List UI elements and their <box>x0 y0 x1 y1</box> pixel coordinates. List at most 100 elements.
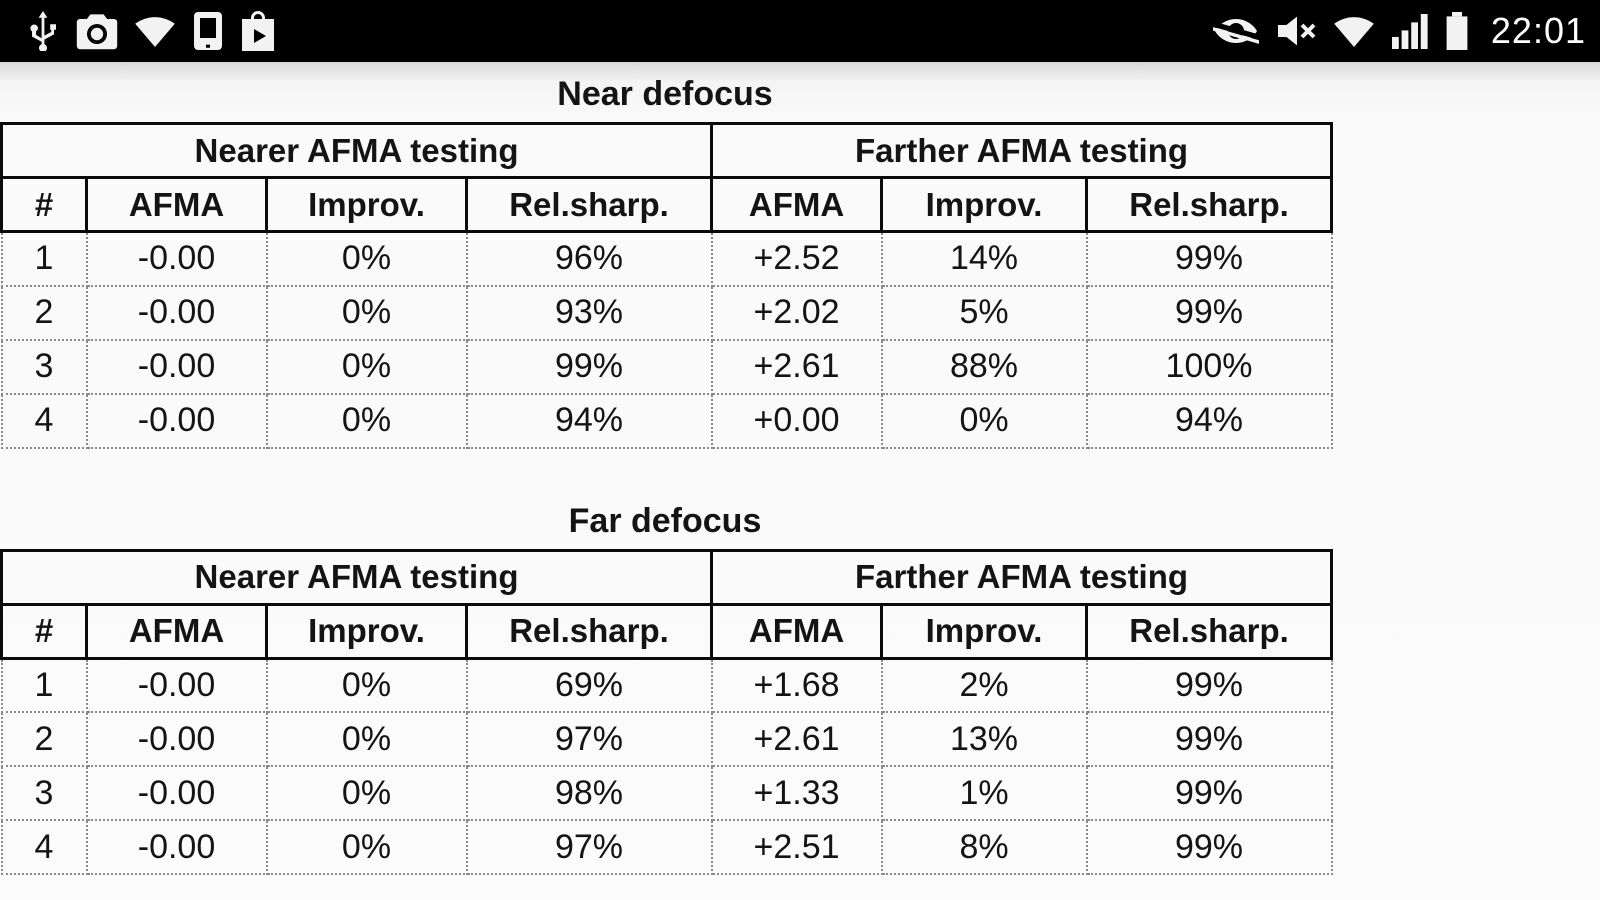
cell: 13% <box>880 711 1088 767</box>
usb-icon <box>30 11 56 51</box>
cell: 88% <box>880 338 1088 395</box>
near-defocus-section: Near defocus Nearer AFMA testing Farther… <box>0 62 1600 449</box>
cell: 100% <box>1085 338 1333 395</box>
cell: +2.02 <box>710 284 883 341</box>
cell: 0% <box>265 819 468 875</box>
cell: 8% <box>880 819 1088 875</box>
col-header-afma-far: AFMA <box>710 176 884 233</box>
far-defocus-section: Far defocus Nearer AFMA testing Farther … <box>0 489 1600 875</box>
app-content: Near defocus Nearer AFMA testing Farther… <box>0 62 1600 900</box>
usb-debugging-icon <box>194 12 222 50</box>
cell: 4 <box>0 819 88 875</box>
table-row: 2 -0.00 0% 97% +2.61 13% 99% <box>0 711 1333 767</box>
col-header-relsharp-near: Rel.sharp. <box>464 602 714 660</box>
col-header-afma-far: AFMA <box>710 602 884 660</box>
cell: 0% <box>265 711 468 767</box>
android-status-bar[interactable]: 22:01 <box>0 0 1600 62</box>
cell: 0% <box>265 284 468 341</box>
cell: 99% <box>1085 765 1333 821</box>
cell: 94% <box>1085 392 1333 449</box>
mute-icon <box>1277 16 1316 46</box>
cell: 98% <box>465 765 713 821</box>
signal-strength-icon <box>1391 14 1428 49</box>
near-defocus-title: Near defocus <box>557 75 773 113</box>
cell: -0.00 <box>85 765 268 821</box>
col-header-relsharp-near: Rel.sharp. <box>464 176 714 233</box>
cell: 99% <box>465 338 713 395</box>
col-header-improv-far: Improv. <box>880 602 1089 660</box>
cell: 0% <box>265 765 468 821</box>
cell: 1 <box>0 657 88 713</box>
cell: +2.61 <box>710 338 883 395</box>
table-row: 3 -0.00 0% 98% +1.33 1% 99% <box>0 765 1333 821</box>
cell: -0.00 <box>85 392 268 449</box>
group-header-nearer: Nearer AFMA testing <box>0 122 714 179</box>
col-header-afma-near: AFMA <box>85 602 268 660</box>
clock: 22:01 <box>1490 10 1586 51</box>
table-row: 2 -0.00 0% 93% +2.02 5% 99% <box>0 284 1333 341</box>
col-header-index: # <box>0 602 88 660</box>
cell: +1.68 <box>710 657 883 713</box>
cell: 2 <box>0 284 88 341</box>
cell: +2.52 <box>710 230 883 287</box>
cell: -0.00 <box>85 230 268 287</box>
cell: 0% <box>265 392 468 449</box>
cell: 96% <box>465 230 713 287</box>
cell: -0.00 <box>85 819 268 875</box>
table-row: 4 -0.00 0% 94% +0.00 0% 94% <box>0 392 1333 449</box>
column-header-row: # AFMA Improv. Rel.sharp. AFMA Improv. R… <box>0 602 1334 660</box>
camera-icon <box>76 14 118 50</box>
cell: 99% <box>1085 230 1333 287</box>
cell: +2.61 <box>710 711 883 767</box>
far-defocus-table: Nearer AFMA testing Farther AFMA testing… <box>0 548 1334 875</box>
cell: 99% <box>1085 657 1333 713</box>
group-header-row: Nearer AFMA testing Farther AFMA testing <box>0 548 1334 606</box>
cell: +2.51 <box>710 819 883 875</box>
column-header-row: # AFMA Improv. Rel.sharp. AFMA Improv. R… <box>0 176 1334 233</box>
wifi-icon <box>1334 17 1374 47</box>
col-header-index: # <box>0 176 88 233</box>
cell: 14% <box>880 230 1088 287</box>
cell: +1.33 <box>710 765 883 821</box>
cell: 99% <box>1085 819 1333 875</box>
col-header-improv-near: Improv. <box>265 176 468 233</box>
cell: 3 <box>0 765 88 821</box>
cell: 0% <box>265 338 468 395</box>
far-defocus-title: Far defocus <box>568 501 762 540</box>
cell: 1% <box>880 765 1088 821</box>
col-header-improv-near: Improv. <box>265 602 468 660</box>
battery-icon <box>1446 12 1468 50</box>
cell: 4 <box>0 392 88 449</box>
cell: -0.00 <box>85 657 268 713</box>
cell: 1 <box>0 230 88 287</box>
group-header-farther: Farther AFMA testing <box>710 122 1334 179</box>
status-bar-left-icons <box>26 11 276 51</box>
group-header-farther: Farther AFMA testing <box>710 548 1334 606</box>
cell: -0.00 <box>85 338 268 395</box>
group-header-row: Nearer AFMA testing Farther AFMA testing <box>0 122 1334 179</box>
cell: 5% <box>880 284 1088 341</box>
smart-stay-off-icon <box>1212 19 1259 45</box>
col-header-relsharp-far: Rel.sharp. <box>1085 602 1334 660</box>
cell: +0.00 <box>710 392 883 449</box>
cell: 0% <box>880 392 1088 449</box>
cell: -0.00 <box>85 711 268 767</box>
cell: 3 <box>0 338 88 395</box>
cell: -0.00 <box>85 284 268 341</box>
cell: 93% <box>465 284 713 341</box>
col-header-afma-near: AFMA <box>85 176 268 233</box>
cell: 97% <box>465 819 713 875</box>
cell: 2 <box>0 711 88 767</box>
cell: 69% <box>465 657 713 713</box>
table-row: 1 -0.00 0% 96% +2.52 14% 99% <box>0 230 1333 287</box>
table-row: 3 -0.00 0% 99% +2.61 88% 100% <box>0 338 1333 395</box>
cell: 0% <box>265 230 468 287</box>
col-header-improv-far: Improv. <box>880 176 1089 233</box>
cell: 0% <box>265 657 468 713</box>
status-bar-right-icons: 22:01 <box>1212 10 1586 52</box>
col-header-relsharp-far: Rel.sharp. <box>1085 176 1334 233</box>
group-header-nearer: Nearer AFMA testing <box>0 548 714 606</box>
cell: 97% <box>465 711 713 767</box>
near-defocus-table: Nearer AFMA testing Farther AFMA testing… <box>0 122 1334 449</box>
cell: 94% <box>465 392 713 449</box>
